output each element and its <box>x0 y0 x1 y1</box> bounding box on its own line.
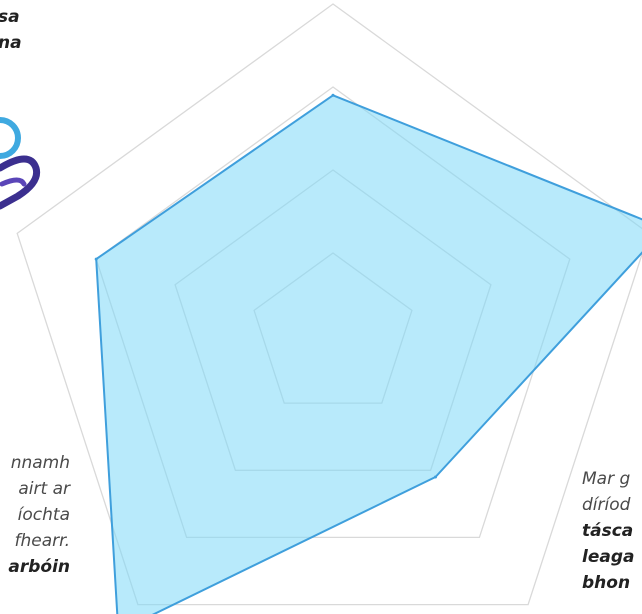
top-left-text-line: na <box>0 33 22 53</box>
radar-grid-ring <box>16 3 642 606</box>
radar-point <box>94 257 98 261</box>
left-text-line: airt ar <box>18 479 70 499</box>
radar-point <box>434 475 437 479</box>
radar-point <box>331 93 335 97</box>
left-text-fragment: nnamh airt ar íochta fhearr. arbóin <box>8 450 70 580</box>
top-left-text-fragment: sa na <box>0 4 22 56</box>
left-text-line: fhearr. <box>14 531 70 551</box>
left-text-line: nnamh <box>10 453 70 473</box>
right-text-line: Mar g <box>582 469 631 489</box>
radar-series-area <box>95 94 642 614</box>
right-text-line: díríod <box>582 495 631 515</box>
top-left-text-line: sa <box>0 7 20 27</box>
right-text-line-bold: leaga <box>582 547 635 567</box>
right-text-fragment: Mar g díríod tásca leaga bhon <box>582 466 634 596</box>
hand-holding-circle-logo-icon <box>0 117 41 210</box>
right-text-line-bold: bhon <box>582 573 631 593</box>
left-text-line: íochta <box>17 505 70 525</box>
right-text-line-bold: tásca <box>582 521 634 541</box>
radar-series-layer <box>94 93 642 614</box>
left-text-line-bold: arbóin <box>8 557 70 577</box>
